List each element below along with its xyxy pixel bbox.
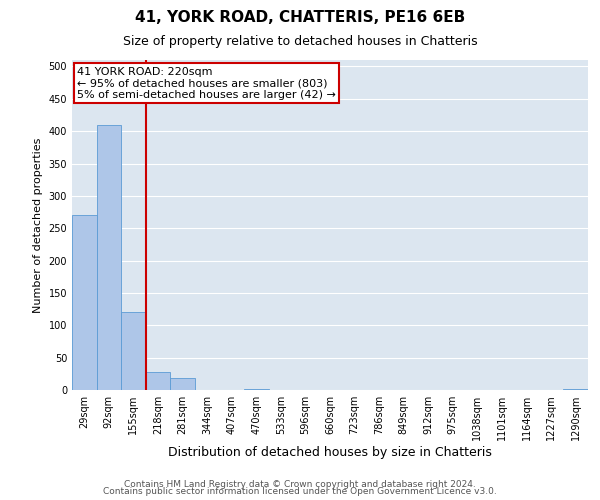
Bar <box>97 124 121 390</box>
X-axis label: Distribution of detached houses by size in Chatteris: Distribution of detached houses by size … <box>168 446 492 459</box>
Text: 41, YORK ROAD, CHATTERIS, PE16 6EB: 41, YORK ROAD, CHATTERIS, PE16 6EB <box>135 10 465 25</box>
Bar <box>170 378 195 390</box>
Bar <box>121 312 146 390</box>
Text: Contains HM Land Registry data © Crown copyright and database right 2024.: Contains HM Land Registry data © Crown c… <box>124 480 476 489</box>
Bar <box>146 372 170 390</box>
Text: Contains public sector information licensed under the Open Government Licence v3: Contains public sector information licen… <box>103 487 497 496</box>
Text: Size of property relative to detached houses in Chatteris: Size of property relative to detached ho… <box>122 35 478 48</box>
Y-axis label: Number of detached properties: Number of detached properties <box>33 138 43 312</box>
Bar <box>72 216 97 390</box>
Text: 41 YORK ROAD: 220sqm
← 95% of detached houses are smaller (803)
5% of semi-detac: 41 YORK ROAD: 220sqm ← 95% of detached h… <box>77 66 336 100</box>
